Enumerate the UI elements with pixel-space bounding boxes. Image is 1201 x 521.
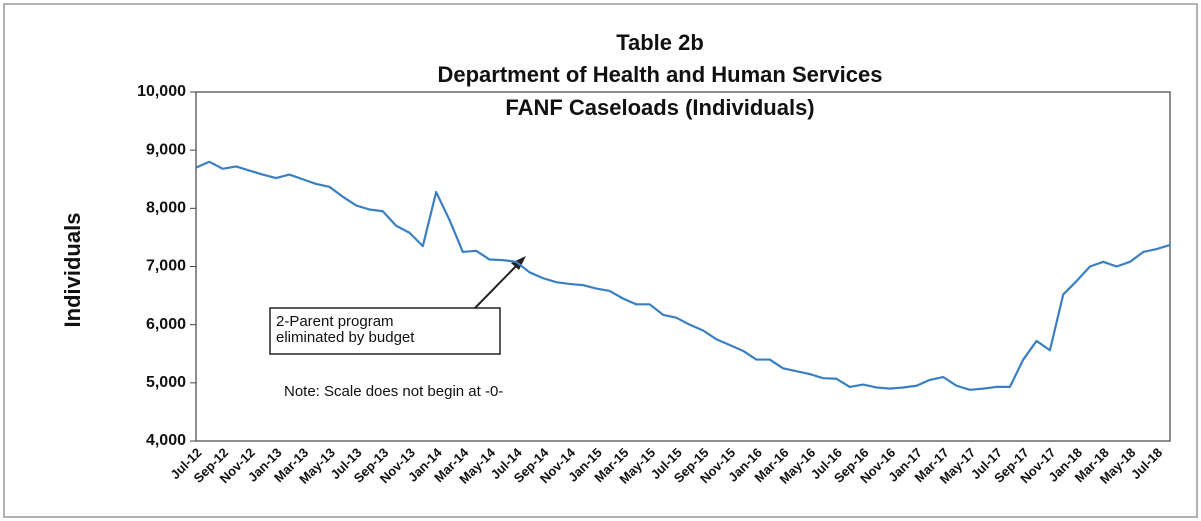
y-tick-label: 6,000	[146, 316, 186, 333]
y-tick-label: 4,000	[146, 432, 186, 449]
y-tick-label: 9,000	[146, 141, 186, 158]
y-tick-label: 8,000	[146, 200, 186, 217]
x-tick-label: Jul-18	[1128, 445, 1165, 482]
line-series	[195, 160, 1171, 391]
y-tick-label: 10,000	[137, 83, 186, 100]
frame	[3, 3, 1198, 518]
chart-subtitle: FANF Caseloads (Individuals)	[505, 95, 814, 120]
y-tick-label: 5,000	[146, 374, 186, 391]
annotation: eliminated by budget	[276, 329, 415, 346]
annotation-box	[269, 307, 501, 355]
annotation: 2-Parent program	[276, 313, 394, 330]
chart-subtitle: Department of Health and Human Services	[437, 62, 882, 87]
note: Note: Scale does not begin at -0-	[284, 383, 503, 400]
y-axis-label: Individuals	[60, 213, 85, 328]
annotation-arrow	[474, 261, 521, 309]
chart-title: Table 2b	[616, 30, 704, 55]
y-tick-label: 7,000	[146, 258, 186, 275]
